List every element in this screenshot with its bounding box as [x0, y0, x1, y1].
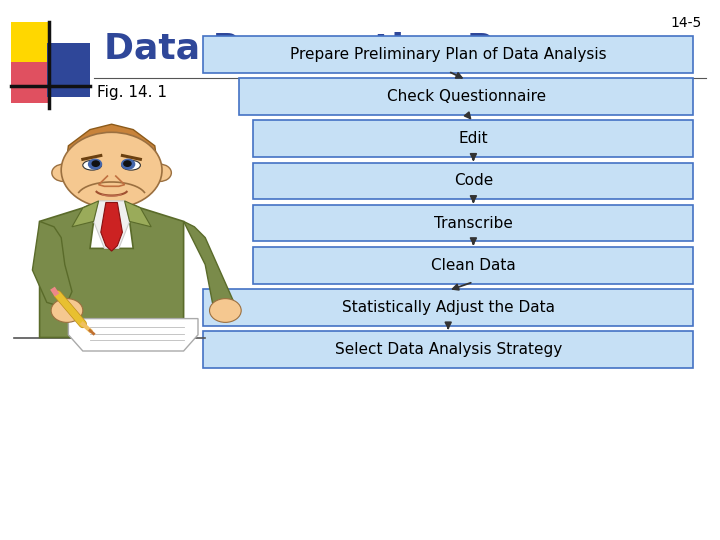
- Text: Data Preparation Process: Data Preparation Process: [104, 32, 626, 65]
- Text: 14-5: 14-5: [671, 16, 702, 30]
- FancyBboxPatch shape: [47, 43, 90, 97]
- Text: Prepare Preliminary Plan of Data Analysis: Prepare Preliminary Plan of Data Analysi…: [290, 47, 606, 62]
- FancyBboxPatch shape: [11, 62, 50, 103]
- Polygon shape: [40, 201, 184, 338]
- FancyBboxPatch shape: [203, 289, 693, 326]
- Circle shape: [61, 132, 162, 208]
- Circle shape: [148, 164, 171, 181]
- Circle shape: [52, 164, 75, 181]
- FancyBboxPatch shape: [203, 36, 693, 73]
- FancyBboxPatch shape: [203, 331, 693, 368]
- Polygon shape: [32, 221, 72, 308]
- Text: Select Data Analysis Strategy: Select Data Analysis Strategy: [335, 342, 562, 357]
- Polygon shape: [72, 201, 99, 227]
- FancyBboxPatch shape: [253, 247, 693, 284]
- Text: Fig. 14. 1: Fig. 14. 1: [97, 85, 167, 100]
- Polygon shape: [125, 201, 151, 227]
- Polygon shape: [94, 201, 130, 248]
- Polygon shape: [184, 221, 234, 313]
- Text: Clean Data: Clean Data: [431, 258, 516, 273]
- FancyBboxPatch shape: [99, 201, 125, 216]
- Polygon shape: [68, 319, 198, 351]
- Circle shape: [92, 161, 99, 166]
- FancyBboxPatch shape: [11, 22, 50, 65]
- Polygon shape: [65, 124, 158, 184]
- Circle shape: [89, 159, 102, 169]
- Circle shape: [122, 159, 135, 169]
- Text: Code: Code: [454, 173, 493, 188]
- Circle shape: [210, 299, 241, 322]
- Polygon shape: [101, 202, 122, 251]
- Circle shape: [51, 299, 83, 322]
- Circle shape: [124, 161, 131, 166]
- FancyBboxPatch shape: [253, 163, 693, 199]
- FancyBboxPatch shape: [253, 205, 693, 241]
- Text: Statistically Adjust the Data: Statistically Adjust the Data: [342, 300, 554, 315]
- FancyBboxPatch shape: [239, 78, 693, 115]
- FancyBboxPatch shape: [253, 120, 693, 157]
- Text: Edit: Edit: [459, 131, 488, 146]
- Text: Transcribe: Transcribe: [434, 215, 513, 231]
- Ellipse shape: [122, 160, 140, 170]
- Text: Check Questionnaire: Check Questionnaire: [387, 89, 546, 104]
- Ellipse shape: [83, 160, 102, 170]
